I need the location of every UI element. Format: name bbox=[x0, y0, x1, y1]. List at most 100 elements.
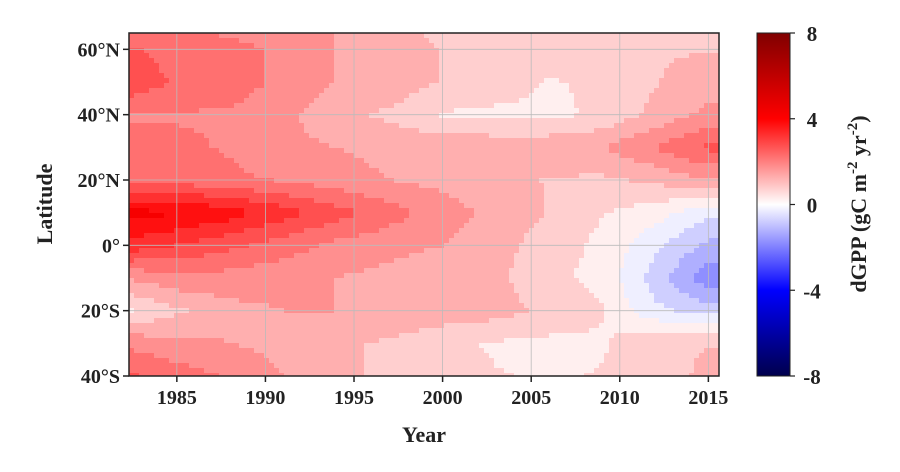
contour-cell bbox=[244, 58, 250, 64]
contour-cell bbox=[294, 213, 300, 219]
contour-cell bbox=[614, 183, 620, 189]
contour-cell bbox=[614, 223, 620, 229]
contour-cell bbox=[229, 78, 235, 84]
contour-cell bbox=[559, 178, 565, 184]
contour-cell bbox=[654, 178, 660, 184]
contour-cell bbox=[329, 243, 335, 249]
contour-cell bbox=[599, 68, 605, 74]
contour-cell bbox=[139, 93, 145, 99]
contour-cell bbox=[374, 148, 380, 154]
contour-cell bbox=[634, 133, 640, 139]
contour-cell bbox=[704, 68, 710, 74]
contour-cell bbox=[614, 173, 620, 179]
contour-cell bbox=[669, 88, 675, 94]
contour-cell bbox=[529, 168, 535, 174]
contour-cell bbox=[154, 243, 160, 249]
contour-cell bbox=[349, 178, 355, 184]
contour-cell bbox=[484, 78, 490, 84]
contour-cell bbox=[559, 143, 565, 149]
contour-cell bbox=[149, 233, 155, 239]
contour-cell bbox=[469, 188, 475, 194]
contour-cell bbox=[324, 218, 330, 224]
contour-cell bbox=[604, 228, 610, 234]
contour-cell bbox=[159, 213, 165, 219]
contour-cell bbox=[379, 78, 385, 84]
contour-cell bbox=[289, 43, 295, 49]
contour-cell bbox=[424, 238, 430, 244]
contour-cell bbox=[304, 128, 310, 134]
contour-cell bbox=[264, 113, 270, 119]
contour-cell bbox=[534, 93, 540, 99]
contour-cell bbox=[309, 128, 315, 134]
contour-cell bbox=[534, 168, 540, 174]
contour-cell bbox=[164, 103, 170, 109]
contour-cell bbox=[399, 168, 405, 174]
contour-cell bbox=[674, 33, 680, 39]
contour-cell bbox=[699, 238, 705, 244]
contour-cell bbox=[664, 143, 670, 149]
contour-cell bbox=[424, 53, 430, 59]
contour-cell bbox=[684, 73, 690, 79]
contour-cell bbox=[409, 188, 415, 194]
contour-cell bbox=[574, 108, 580, 114]
contour-cell bbox=[179, 138, 185, 144]
contour-cell bbox=[344, 173, 350, 179]
contour-cell bbox=[404, 168, 410, 174]
contour-cell bbox=[639, 163, 645, 169]
contour-cell bbox=[559, 68, 565, 74]
contour-cell bbox=[394, 208, 400, 214]
contour-cell bbox=[374, 163, 380, 169]
contour-cell bbox=[214, 58, 220, 64]
contour-cell bbox=[224, 188, 230, 194]
contour-cell bbox=[539, 118, 545, 124]
contour-cell bbox=[689, 68, 695, 74]
contour-cell bbox=[374, 73, 380, 79]
contour-cell bbox=[429, 93, 435, 99]
contour-cell bbox=[704, 93, 710, 99]
contour-cell bbox=[514, 38, 520, 44]
contour-cell bbox=[429, 68, 435, 74]
contour-cell bbox=[394, 133, 400, 139]
contour-cell bbox=[454, 213, 460, 219]
contour-cell bbox=[654, 68, 660, 74]
contour-cell bbox=[149, 83, 155, 89]
contour-cell bbox=[309, 148, 315, 154]
contour-cell bbox=[369, 223, 375, 229]
contour-cell bbox=[594, 108, 600, 114]
contour-cell bbox=[629, 103, 635, 109]
contour-cell bbox=[549, 133, 555, 139]
contour-cell bbox=[664, 118, 670, 124]
contour-cell bbox=[219, 183, 225, 189]
contour-cell bbox=[574, 103, 580, 109]
contour-cell bbox=[509, 48, 515, 54]
contour-cell bbox=[424, 203, 430, 209]
contour-cell bbox=[214, 38, 220, 44]
contour-cell bbox=[149, 58, 155, 64]
contour-cell bbox=[714, 68, 719, 74]
contour-cell bbox=[349, 93, 355, 99]
contour-cell bbox=[154, 153, 160, 159]
contour-cell bbox=[574, 123, 580, 129]
contour-cell bbox=[544, 138, 550, 144]
contour-cell bbox=[549, 203, 555, 209]
contour-cell bbox=[369, 233, 375, 239]
contour-cell bbox=[614, 208, 620, 214]
contour-cell bbox=[579, 78, 585, 84]
contour-cell bbox=[584, 228, 590, 234]
contour-cell bbox=[299, 223, 305, 229]
contour-cell bbox=[134, 243, 140, 249]
contour-cell bbox=[214, 153, 220, 159]
contour-cell bbox=[394, 103, 400, 109]
contour-cell bbox=[589, 73, 595, 79]
contour-cell bbox=[444, 53, 450, 59]
contour-cell bbox=[534, 133, 540, 139]
contour-cell bbox=[254, 223, 260, 229]
contour-cell bbox=[409, 168, 415, 174]
contour-cell bbox=[569, 73, 575, 79]
contour-cell bbox=[499, 63, 505, 69]
contour-cell bbox=[509, 93, 515, 99]
contour-cell bbox=[619, 203, 625, 209]
contour-cell bbox=[194, 63, 200, 69]
contour-cell bbox=[474, 98, 480, 104]
contour-cell bbox=[659, 53, 665, 59]
